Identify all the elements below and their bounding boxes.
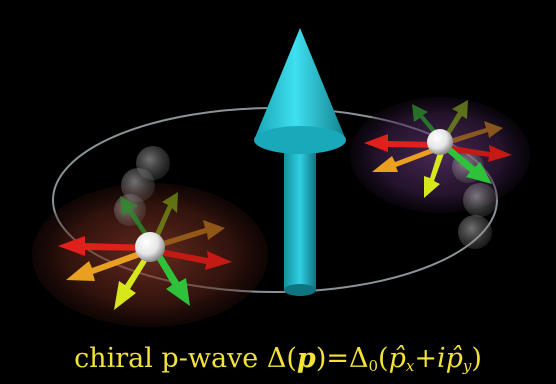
caption-py-sub: y bbox=[462, 357, 472, 375]
caption-rhs-close: ) bbox=[471, 343, 482, 374]
angular-momentum-arrow-icon bbox=[254, 28, 346, 296]
caption-py-hat: p̂ bbox=[445, 343, 463, 374]
caption-rhs-open: ( bbox=[378, 343, 389, 374]
right-pair-arrows-icon bbox=[364, 100, 512, 198]
caption-px-hat: p̂ bbox=[388, 343, 406, 374]
caption-open-paren: ( bbox=[286, 343, 297, 374]
caption-delta: Δ bbox=[266, 343, 287, 374]
caption-close-eq: )= bbox=[315, 343, 349, 374]
caption-prefix: chiral p-wave bbox=[74, 343, 259, 374]
figure-caption: chiral p-wave Δ(p)=Δ0(p̂x+ip̂y) bbox=[0, 336, 556, 382]
left-pair-arrows-icon bbox=[58, 192, 232, 310]
caption-delta0: Δ bbox=[348, 343, 369, 374]
caption-p-symbol: p bbox=[296, 343, 316, 374]
caption-delta0-sub: 0 bbox=[368, 357, 379, 375]
caption-px-sub: x bbox=[405, 357, 415, 375]
caption-plus-i: +i bbox=[414, 343, 446, 374]
